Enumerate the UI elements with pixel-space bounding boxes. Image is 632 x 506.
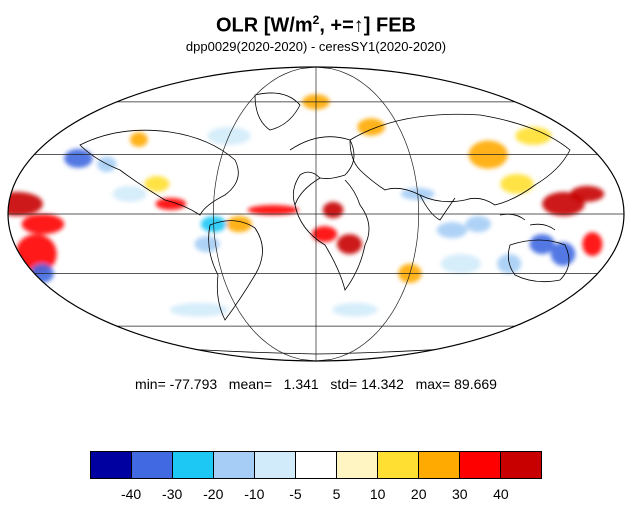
map-border	[7, 66, 625, 362]
anomaly-region	[8, 191, 43, 216]
colorbar-box	[255, 452, 296, 478]
map-subtitle: dpp0029(2020-2020) - ceresSY1(2020-2020)	[185, 39, 447, 54]
anomaly-region	[436, 222, 468, 239]
anomaly-region	[500, 174, 534, 194]
title-suffix: , +=↑] FEB	[319, 14, 417, 37]
colorbar-tick-label: -30	[162, 486, 183, 502]
map-title: OLR [W/m2, +=↑] FEB	[0, 8, 632, 38]
colorbar-tick-label: -10	[244, 486, 265, 502]
colorbar-box	[214, 452, 255, 478]
anomaly-region	[144, 176, 170, 192]
colorbar-tick-label: 5	[332, 486, 341, 502]
mollweide-map	[7, 66, 625, 362]
title-superscript: 2	[312, 13, 320, 27]
anomaly-region	[515, 126, 552, 145]
colorbar-box	[501, 452, 541, 478]
anomaly-region	[226, 216, 252, 233]
colorbar-tick-label: 40	[493, 486, 509, 502]
anomaly-region	[550, 242, 576, 266]
colorbar-box	[378, 452, 419, 478]
colorbar-box	[132, 452, 173, 478]
colorbar	[90, 451, 542, 479]
title-main: OLR [W/m	[215, 14, 313, 37]
anomaly-region	[64, 148, 93, 168]
anomaly-region	[247, 205, 299, 215]
colorbar-tick-label: -5	[289, 486, 302, 502]
anomaly-region	[332, 302, 378, 317]
colorbar-tick-label: 20	[410, 486, 427, 502]
colorbar-box	[337, 452, 378, 478]
anomaly-region	[322, 201, 344, 219]
colorbar-box	[460, 452, 501, 478]
anomaly-region	[155, 197, 187, 210]
colorbar-box	[91, 452, 132, 478]
colorbar-tick-label: 30	[452, 486, 468, 502]
anomaly-region	[169, 302, 229, 317]
graticule	[8, 66, 624, 362]
anomaly-region	[21, 214, 65, 235]
colorbar-tick-label: -40	[120, 486, 142, 502]
anomaly-region	[194, 236, 220, 253]
anomaly-region	[336, 234, 363, 255]
colorbar-tick-label: -20	[203, 486, 224, 502]
colorbar-box	[419, 452, 460, 478]
anomaly-region	[311, 226, 338, 243]
anomaly-region	[529, 234, 555, 255]
colorbar-box	[173, 452, 214, 478]
anomaly-region	[440, 253, 481, 274]
colorbar-tick-labels: -40 -30 -20 -10 -5 5 10 20 30 40	[0, 485, 632, 503]
anomaly-region	[357, 118, 386, 136]
anomaly-region	[465, 216, 492, 233]
anomaly-region	[570, 185, 605, 202]
statistics-line: min= -77.793 mean= 1.341 std= 14.342 max…	[135, 376, 497, 392]
anomaly-region	[130, 132, 148, 147]
colorbar-box	[296, 452, 337, 478]
anomaly-region	[112, 185, 147, 202]
anomaly-region	[582, 232, 603, 257]
colorbar-tick-label: 10	[369, 486, 386, 502]
